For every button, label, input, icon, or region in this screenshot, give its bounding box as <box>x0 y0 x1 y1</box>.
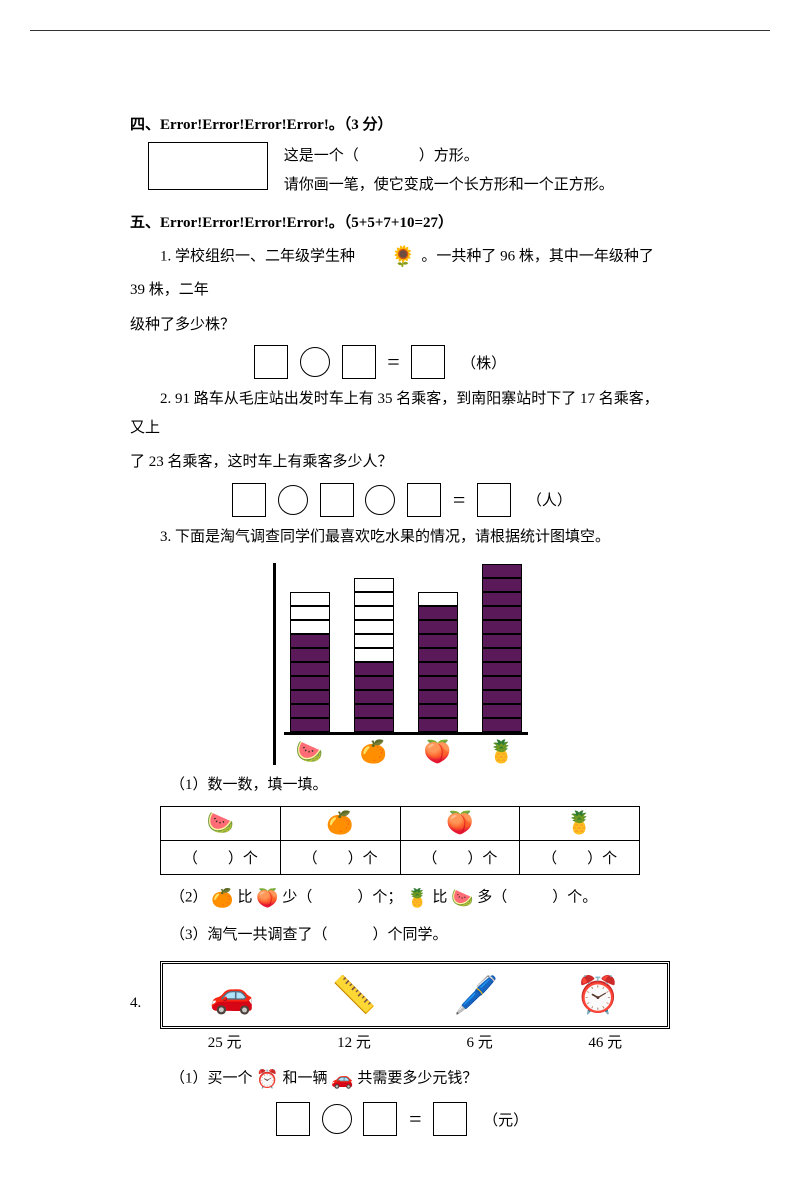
blank-box[interactable] <box>342 345 376 379</box>
equals-sign: = <box>409 1106 421 1132</box>
operator-circle[interactable] <box>365 485 395 515</box>
blank-box[interactable] <box>254 345 288 379</box>
q5-2-text-b: 了 23 名乘客，这时车上有乘客多少人？ <box>130 448 670 477</box>
fruit-count-table: 🍉🍊🍑🍍 （ ）个（ ）个（ ）个（ ）个 <box>160 806 640 875</box>
section-4-title: 四、Error!Error!Error!Error!。（3 分） <box>130 113 670 134</box>
shop-item-icon: 🖊️ <box>454 974 499 1016</box>
table-fruit-icon: 🍍 <box>520 806 640 840</box>
item-price: 12 元 <box>337 1031 371 1052</box>
blank-box[interactable] <box>320 483 354 517</box>
table-fruit-icon: 🍊 <box>280 806 400 840</box>
q5-4-1: （1）买一个 ⏰ 和一辆 🚗 共需要多少元钱？ <box>130 1062 670 1096</box>
q5-1-text: 1. 学校组织一、二年级学生种 🌻 。一共种了 96 株，其中一年级种了 39 … <box>130 238 670 305</box>
q5-1-text-b: 级种了多少株？ <box>130 311 670 340</box>
orange-icon: 🍊 <box>211 888 233 908</box>
blank-box[interactable] <box>363 1102 397 1136</box>
unit-label: （元） <box>483 1109 528 1130</box>
blank-box[interactable] <box>477 483 511 517</box>
item-price: 6 元 <box>467 1031 493 1052</box>
q4-line1: 这是一个（ ）方形。 <box>284 148 479 164</box>
table-count-cell[interactable]: （ ）个 <box>400 840 520 874</box>
items-display-box: 🚗 📏 🖊️ ⏰ <box>160 961 670 1029</box>
shop-item-icon: 🚗 <box>210 974 255 1016</box>
fruit-bar-chart: 🍉 🍊 🍑 🍍 <box>130 563 670 765</box>
table-count-cell[interactable]: （ ）个 <box>520 840 640 874</box>
equals-sign: = <box>387 349 399 375</box>
q5-3-1-label: （1）数一数，填一填。 <box>130 771 670 800</box>
operator-circle[interactable] <box>322 1104 352 1134</box>
pineapple-icon: 🍍 <box>482 739 522 765</box>
table-count-cell[interactable]: （ ）个 <box>280 840 400 874</box>
section-5-title: 五、Error!Error!Error!Error!。（5+5+7+10=27） <box>130 211 670 232</box>
rectangle-shape <box>148 142 268 190</box>
clock-icon: ⏰ <box>256 1069 278 1089</box>
flower-icon: 🌻 <box>361 238 416 276</box>
bar-orange <box>354 578 394 732</box>
blank-box[interactable] <box>232 483 266 517</box>
q5-1-equation: = （株） <box>130 345 670 379</box>
q5-2-equation: = （人） <box>130 483 670 517</box>
table-fruit-icon: 🍑 <box>400 806 520 840</box>
blank-box[interactable] <box>276 1102 310 1136</box>
q5-3-3: （3）淘气一共调查了（ ）个同学。 <box>130 921 670 950</box>
item-price: 25 元 <box>208 1031 242 1052</box>
item-price: 46 元 <box>588 1031 622 1052</box>
table-fruit-icon: 🍉 <box>161 806 281 840</box>
q4-line2: 请你画一笔，使它变成一个长方形和一个正方形。 <box>284 177 614 193</box>
bar-peach <box>418 592 458 732</box>
shop-item-icon: ⏰ <box>576 974 621 1016</box>
bar-watermelon <box>290 592 330 732</box>
operator-circle[interactable] <box>278 485 308 515</box>
blank-box[interactable] <box>433 1102 467 1136</box>
shop-item-icon: 📏 <box>332 974 377 1016</box>
q4-block: 这是一个（ ）方形。 请你画一笔，使它变成一个长方形和一个正方形。 <box>148 142 670 199</box>
blank-box[interactable] <box>411 345 445 379</box>
q5-4-1-equation: = （元） <box>130 1102 670 1136</box>
operator-circle[interactable] <box>300 347 330 377</box>
equals-sign: = <box>453 487 465 513</box>
q5-3-2: （2） 🍊 比 🍑 少（ ）个； 🍍 比 🍉 多（ ）个。 <box>130 881 670 915</box>
price-row: 25 元 12 元 6 元 46 元 <box>160 1031 670 1052</box>
pineapple-icon: 🍍 <box>406 888 428 908</box>
q4-text-block: 这是一个（ ）方形。 请你画一笔，使它变成一个长方形和一个正方形。 <box>284 142 614 199</box>
q5-2-text: 2. 91 路车从毛庄站出发时车上有 35 名乘客，到南阳寨站时下了 17 名乘… <box>130 385 670 442</box>
bar-pineapple <box>482 564 522 732</box>
car-icon: 🚗 <box>331 1069 353 1089</box>
peach-icon: 🍑 <box>256 888 278 908</box>
q5-3-intro: 3. 下面是淘气调查同学们最喜欢吃水果的情况，请根据统计图填空。 <box>130 523 670 552</box>
unit-label: （株） <box>461 352 506 373</box>
watermelon-icon: 🍉 <box>451 888 473 908</box>
table-count-cell[interactable]: （ ）个 <box>161 840 281 874</box>
blank-box[interactable] <box>407 483 441 517</box>
orange-icon: 🍊 <box>354 739 394 765</box>
q5-4-label: 4. <box>130 995 160 1052</box>
unit-label: （人） <box>527 489 572 510</box>
watermelon-icon: 🍉 <box>290 739 330 765</box>
worksheet-page: 四、Error!Error!Error!Error!。（3 分） 这是一个（ ）… <box>30 30 770 1182</box>
peach-icon: 🍑 <box>418 739 458 765</box>
